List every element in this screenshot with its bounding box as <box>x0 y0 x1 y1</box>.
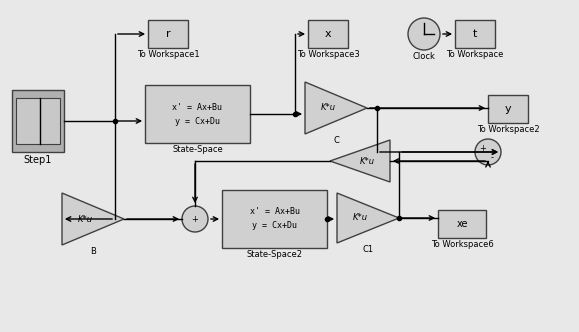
Text: y = Cx+Du: y = Cx+Du <box>252 221 297 230</box>
Text: K*u: K*u <box>360 156 375 165</box>
Text: x' = Ax+Bu: x' = Ax+Bu <box>250 208 299 216</box>
Text: State-Space2: State-Space2 <box>247 250 302 259</box>
Text: To Workspace: To Workspace <box>446 50 504 59</box>
Bar <box>145 85 250 143</box>
Text: t: t <box>473 29 477 39</box>
Text: B: B <box>90 247 96 256</box>
Text: State-Space: State-Space <box>172 145 223 154</box>
Text: C1: C1 <box>362 245 373 254</box>
Text: K*u: K*u <box>78 214 93 223</box>
Text: Step1: Step1 <box>24 155 52 165</box>
Text: +: + <box>192 214 199 223</box>
Polygon shape <box>62 193 124 245</box>
Text: To Workspace1: To Workspace1 <box>137 50 199 59</box>
Text: y = Cx+Du: y = Cx+Du <box>175 117 220 125</box>
Text: x' = Ax+Bu: x' = Ax+Bu <box>173 103 222 112</box>
Bar <box>12 90 64 152</box>
Text: xe: xe <box>456 219 468 229</box>
Text: To Workspace3: To Workspace3 <box>296 50 360 59</box>
Bar <box>222 190 327 248</box>
Bar <box>455 20 495 48</box>
Circle shape <box>408 18 440 50</box>
Polygon shape <box>305 82 367 134</box>
Text: y: y <box>505 104 511 114</box>
Text: K*u: K*u <box>353 213 368 222</box>
Circle shape <box>182 206 208 232</box>
Bar <box>488 95 528 123</box>
Circle shape <box>475 139 501 165</box>
Polygon shape <box>330 140 390 182</box>
Text: x: x <box>325 29 331 39</box>
Text: Clock: Clock <box>413 52 435 61</box>
Bar <box>308 20 348 48</box>
Text: -: - <box>490 153 493 162</box>
Bar <box>16 98 60 144</box>
Text: +: + <box>479 144 486 153</box>
Text: K*u: K*u <box>321 104 336 113</box>
Text: To Workspace2: To Workspace2 <box>477 125 539 134</box>
Text: r: r <box>166 29 170 39</box>
Polygon shape <box>337 193 399 243</box>
Text: C: C <box>333 136 339 145</box>
Text: To Workspace6: To Workspace6 <box>431 240 493 249</box>
Bar <box>438 210 486 238</box>
Bar <box>148 20 188 48</box>
